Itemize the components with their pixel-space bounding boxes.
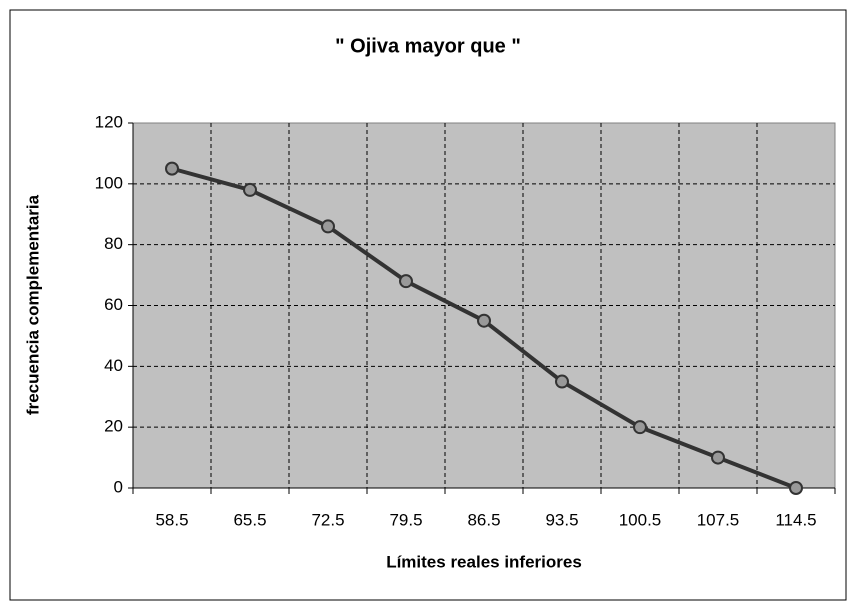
x-axis-title: Límites reales inferiores [386, 552, 582, 571]
x-tick-label: 114.5 [775, 510, 816, 529]
y-axis-title: frecuencia complementaria [23, 194, 42, 415]
x-tick-label: 65.5 [233, 510, 266, 529]
y-tick-label: 20 [104, 417, 123, 436]
x-tick-label: 72.5 [311, 510, 344, 529]
y-tick-label: 80 [104, 234, 123, 253]
y-tick-label: 100 [95, 173, 123, 192]
y-tick-label: 120 [95, 112, 123, 131]
chart-title: " Ojiva mayor que " [335, 35, 521, 57]
data-point [165, 161, 179, 176]
x-tick-label: 93.5 [545, 510, 578, 529]
x-tick-label: 107.5 [697, 510, 740, 529]
x-tick-label: 100.5 [619, 510, 662, 529]
y-tick-label: 40 [104, 356, 123, 375]
y-tick-label: 60 [104, 295, 123, 314]
data-point [789, 481, 803, 495]
data-point [321, 219, 335, 234]
x-tick-label: 79.5 [389, 510, 422, 529]
data-point [243, 182, 257, 197]
data-point [399, 274, 413, 289]
data-point [477, 313, 491, 328]
y-tick-label: 0 [114, 477, 123, 496]
data-point [555, 374, 569, 389]
x-tick-label: 86.5 [467, 510, 500, 529]
data-point [711, 450, 725, 465]
data-point [633, 420, 647, 435]
x-tick-label: 58.5 [155, 510, 188, 529]
